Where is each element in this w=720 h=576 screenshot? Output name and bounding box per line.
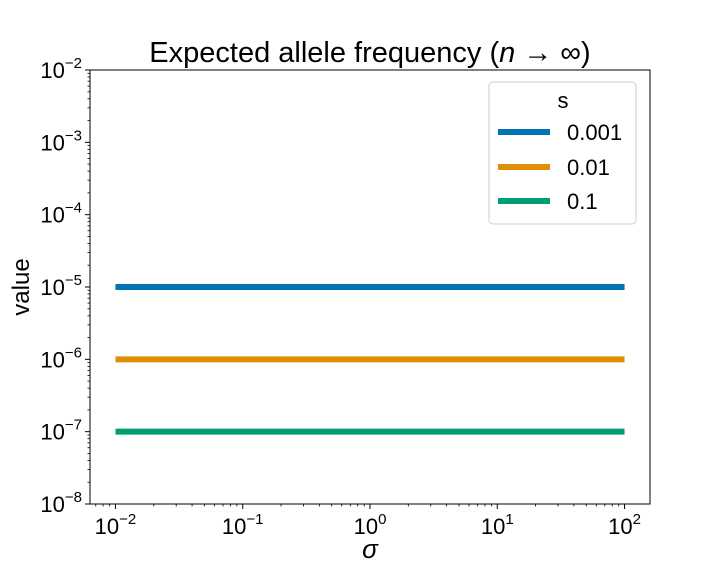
legend: s 0.001 0.01 0.1 [488, 81, 637, 225]
legend-label-0.1: 0.1 [567, 189, 598, 214]
x-tick-label: 100 [354, 511, 387, 539]
chart-title: Expected allele frequency (n → ∞) [149, 37, 590, 69]
y-tick-label: 10−7 [40, 417, 82, 445]
y-axis-label: value [8, 258, 35, 315]
x-tick-label: 10−2 [95, 511, 137, 539]
minor-ticks [87, 72, 620, 507]
x-axis-label: σ [362, 534, 379, 564]
legend-label-0.001: 0.001 [567, 120, 622, 145]
legend-label-0.01: 0.01 [567, 155, 610, 180]
y-tick-label: 10−4 [40, 200, 82, 228]
x-tick-label: 101 [481, 511, 514, 539]
y-tick-label: 10−3 [40, 127, 82, 155]
x-tick-label: 10−1 [222, 511, 264, 539]
legend-box [488, 81, 637, 225]
legend-title: s [558, 88, 569, 113]
series-lines [115, 284, 625, 435]
y-axis-ticks: 10−8 10−7 10−6 10−5 10−4 10−3 10−2 [40, 55, 90, 517]
x-axis-ticks: 10−2 10−1 100 101 102 [95, 504, 641, 539]
y-tick-label: 10−6 [40, 344, 82, 372]
y-tick-label: 10−5 [40, 272, 82, 300]
x-tick-label: 102 [608, 511, 641, 539]
y-tick-label: 10−8 [40, 489, 82, 517]
y-tick-label: 10−2 [40, 55, 82, 83]
